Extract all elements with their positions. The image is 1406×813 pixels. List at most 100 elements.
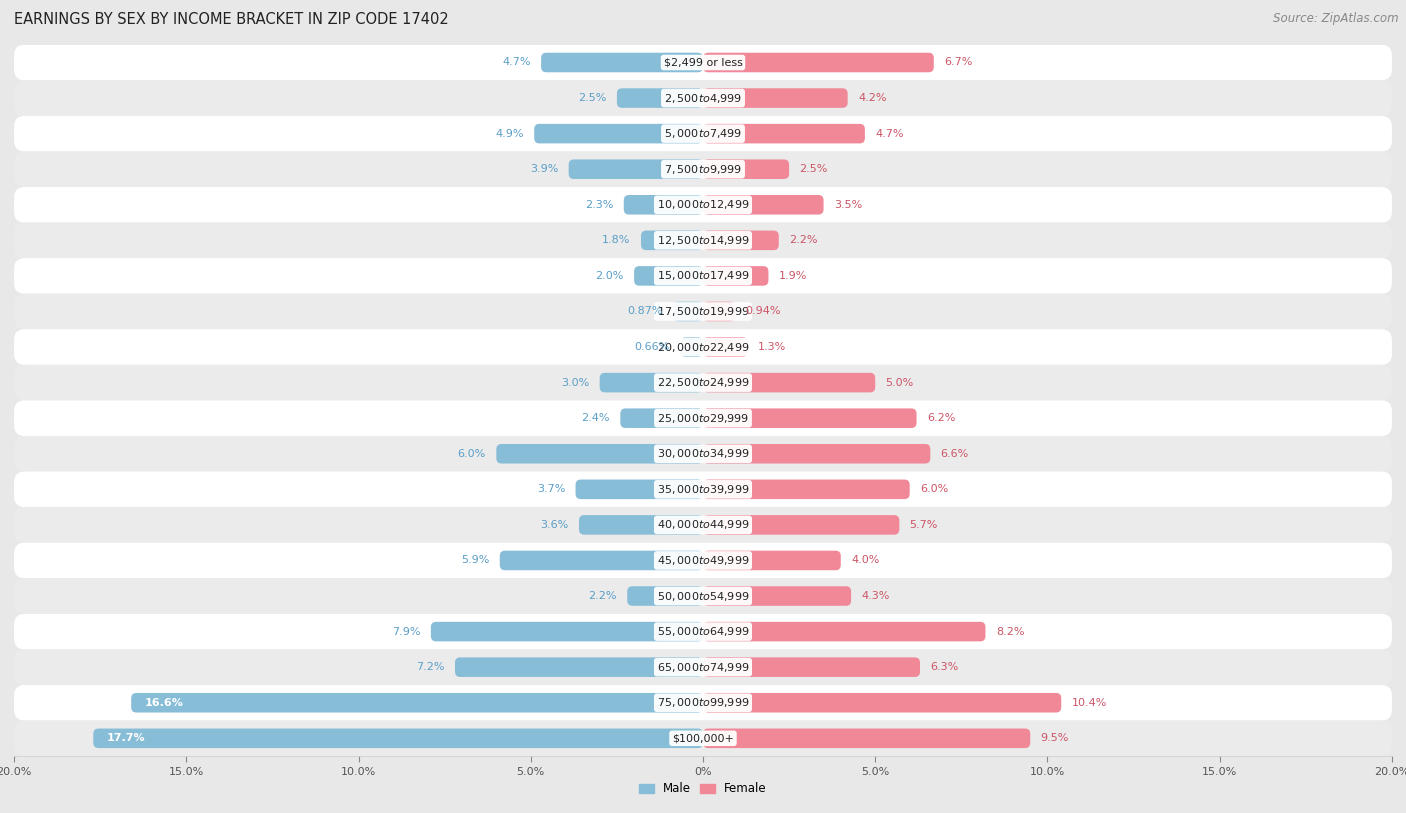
Text: 3.5%: 3.5% [834, 200, 862, 210]
Text: 5.9%: 5.9% [461, 555, 489, 566]
FancyBboxPatch shape [14, 720, 1392, 756]
FancyBboxPatch shape [14, 472, 1392, 507]
FancyBboxPatch shape [14, 400, 1392, 436]
FancyBboxPatch shape [703, 373, 875, 393]
FancyBboxPatch shape [703, 89, 848, 108]
FancyBboxPatch shape [599, 373, 703, 393]
FancyBboxPatch shape [703, 515, 900, 535]
FancyBboxPatch shape [703, 337, 748, 357]
Text: $20,000 to $22,499: $20,000 to $22,499 [657, 341, 749, 354]
FancyBboxPatch shape [617, 89, 703, 108]
FancyBboxPatch shape [703, 586, 851, 606]
Text: 2.5%: 2.5% [578, 93, 606, 103]
FancyBboxPatch shape [575, 480, 703, 499]
Text: 1.3%: 1.3% [758, 342, 786, 352]
FancyBboxPatch shape [14, 614, 1392, 650]
Text: 0.87%: 0.87% [627, 307, 662, 316]
FancyBboxPatch shape [703, 550, 841, 570]
Text: 4.2%: 4.2% [858, 93, 887, 103]
FancyBboxPatch shape [14, 258, 1392, 293]
Text: 10.4%: 10.4% [1071, 698, 1107, 708]
Text: $75,000 to $99,999: $75,000 to $99,999 [657, 696, 749, 709]
FancyBboxPatch shape [499, 550, 703, 570]
Text: 6.3%: 6.3% [931, 662, 959, 672]
FancyBboxPatch shape [624, 195, 703, 215]
FancyBboxPatch shape [14, 685, 1392, 720]
Text: $17,500 to $19,999: $17,500 to $19,999 [657, 305, 749, 318]
Text: $30,000 to $34,999: $30,000 to $34,999 [657, 447, 749, 460]
FancyBboxPatch shape [14, 543, 1392, 578]
FancyBboxPatch shape [703, 231, 779, 250]
Text: 3.6%: 3.6% [540, 520, 568, 530]
Text: 6.6%: 6.6% [941, 449, 969, 459]
Text: $50,000 to $54,999: $50,000 to $54,999 [657, 589, 749, 602]
FancyBboxPatch shape [703, 728, 1031, 748]
FancyBboxPatch shape [627, 586, 703, 606]
FancyBboxPatch shape [496, 444, 703, 463]
Text: 2.5%: 2.5% [800, 164, 828, 174]
FancyBboxPatch shape [93, 728, 703, 748]
FancyBboxPatch shape [14, 151, 1392, 187]
Text: 16.6%: 16.6% [145, 698, 184, 708]
FancyBboxPatch shape [14, 187, 1392, 223]
Text: 4.7%: 4.7% [502, 58, 531, 67]
Text: 1.9%: 1.9% [779, 271, 807, 281]
FancyBboxPatch shape [703, 195, 824, 215]
FancyBboxPatch shape [14, 223, 1392, 258]
FancyBboxPatch shape [534, 124, 703, 143]
Text: 0.66%: 0.66% [634, 342, 669, 352]
Text: 4.7%: 4.7% [875, 128, 904, 139]
Text: 2.2%: 2.2% [588, 591, 617, 601]
Text: 2.0%: 2.0% [595, 271, 624, 281]
FancyBboxPatch shape [703, 622, 986, 641]
FancyBboxPatch shape [541, 53, 703, 72]
Text: 0.94%: 0.94% [745, 307, 782, 316]
Text: 1.8%: 1.8% [602, 235, 631, 246]
Text: 3.0%: 3.0% [561, 377, 589, 388]
FancyBboxPatch shape [703, 658, 920, 677]
FancyBboxPatch shape [703, 480, 910, 499]
FancyBboxPatch shape [568, 159, 703, 179]
Text: $55,000 to $64,999: $55,000 to $64,999 [657, 625, 749, 638]
Text: 2.4%: 2.4% [582, 413, 610, 424]
FancyBboxPatch shape [703, 159, 789, 179]
Text: 6.0%: 6.0% [458, 449, 486, 459]
FancyBboxPatch shape [620, 408, 703, 428]
FancyBboxPatch shape [703, 53, 934, 72]
FancyBboxPatch shape [131, 693, 703, 712]
Text: 8.2%: 8.2% [995, 627, 1025, 637]
FancyBboxPatch shape [14, 436, 1392, 472]
FancyBboxPatch shape [14, 116, 1392, 151]
FancyBboxPatch shape [703, 266, 769, 285]
FancyBboxPatch shape [703, 302, 735, 321]
Text: Source: ZipAtlas.com: Source: ZipAtlas.com [1274, 12, 1399, 25]
Text: 5.0%: 5.0% [886, 377, 914, 388]
Text: 2.2%: 2.2% [789, 235, 818, 246]
Text: $45,000 to $49,999: $45,000 to $49,999 [657, 554, 749, 567]
FancyBboxPatch shape [703, 408, 917, 428]
Text: $100,000+: $100,000+ [672, 733, 734, 743]
FancyBboxPatch shape [14, 578, 1392, 614]
Text: 6.0%: 6.0% [920, 485, 948, 494]
Text: 4.9%: 4.9% [495, 128, 524, 139]
FancyBboxPatch shape [430, 622, 703, 641]
FancyBboxPatch shape [673, 302, 703, 321]
Text: $15,000 to $17,499: $15,000 to $17,499 [657, 269, 749, 282]
FancyBboxPatch shape [703, 444, 931, 463]
FancyBboxPatch shape [14, 507, 1392, 543]
Text: $2,499 or less: $2,499 or less [664, 58, 742, 67]
Text: 5.7%: 5.7% [910, 520, 938, 530]
FancyBboxPatch shape [14, 45, 1392, 80]
Text: $65,000 to $74,999: $65,000 to $74,999 [657, 661, 749, 674]
Text: 7.9%: 7.9% [392, 627, 420, 637]
Text: $12,500 to $14,999: $12,500 to $14,999 [657, 234, 749, 247]
Text: 2.3%: 2.3% [585, 200, 613, 210]
Text: 17.7%: 17.7% [107, 733, 146, 743]
FancyBboxPatch shape [703, 124, 865, 143]
FancyBboxPatch shape [14, 329, 1392, 365]
Text: $10,000 to $12,499: $10,000 to $12,499 [657, 198, 749, 211]
FancyBboxPatch shape [456, 658, 703, 677]
FancyBboxPatch shape [579, 515, 703, 535]
FancyBboxPatch shape [14, 80, 1392, 116]
Text: 3.9%: 3.9% [530, 164, 558, 174]
